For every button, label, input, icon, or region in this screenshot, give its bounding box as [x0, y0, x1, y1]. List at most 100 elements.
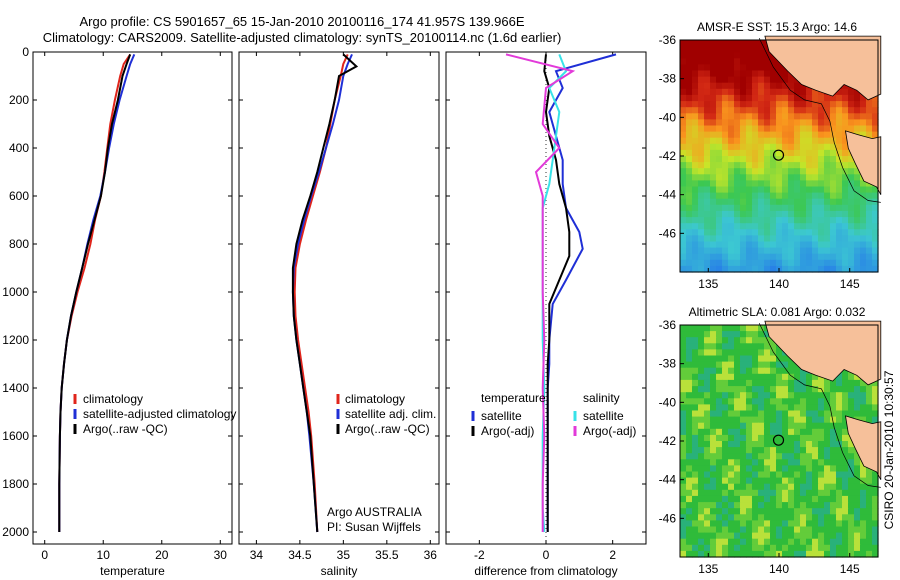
- sst-map-cell: [710, 253, 717, 261]
- sst-map-cell: [860, 107, 867, 114]
- sla-map-cell: [746, 514, 753, 521]
- sla-map-cell: [824, 416, 831, 424]
- sla-map-cell: [812, 404, 819, 412]
- sst-map-cell: [734, 180, 741, 188]
- sst-map-cell: [740, 204, 747, 212]
- sla-map-cell: [824, 544, 831, 552]
- sst-map-cell: [794, 253, 801, 261]
- sst-map-cell: [716, 40, 723, 47]
- sst-map-cell: [698, 174, 705, 181]
- sst-map-cell: [764, 94, 771, 102]
- sst-map-cell: [740, 217, 747, 224]
- sst-map-cell: [716, 94, 723, 102]
- sla-map-cell: [758, 489, 765, 497]
- sla-map-cell: [770, 361, 777, 369]
- sst-map-cell: [848, 235, 855, 243]
- sst-map-cell: [722, 204, 729, 212]
- sst-map-cell: [818, 217, 825, 224]
- sla-map-cell: [728, 489, 735, 497]
- sla-map-cell: [848, 477, 855, 485]
- sla-map-cell: [806, 508, 813, 515]
- sla-map-cell: [692, 459, 699, 466]
- sla-map-cell: [764, 514, 771, 521]
- sla-map-cell: [680, 367, 687, 375]
- sla-map-cell: [782, 459, 789, 466]
- sst-map-cell: [692, 137, 699, 145]
- sst-map-cell: [710, 247, 717, 255]
- sla-map-cell: [764, 422, 771, 430]
- sla-map-cell: [830, 416, 837, 424]
- sst-map-cell: [788, 223, 795, 230]
- sst-map-cell: [806, 223, 813, 230]
- sla-map-cell: [710, 325, 717, 332]
- sst-map-cell: [812, 174, 819, 181]
- sla-map-cell: [794, 477, 801, 485]
- sla-map-cell: [842, 514, 849, 521]
- sst-map-cell: [686, 204, 693, 212]
- sst-map-cell: [716, 76, 723, 84]
- sst-map-cell: [710, 52, 717, 59]
- sst-map-cell: [752, 149, 759, 157]
- sla-map-cell: [764, 355, 771, 363]
- sst-map-cell: [800, 229, 807, 236]
- sst-map-cell: [800, 174, 807, 181]
- sst-map-cell: [680, 58, 687, 65]
- sst-map-cell: [782, 76, 789, 84]
- sla-map-cell: [830, 532, 837, 540]
- sst-map-cell: [722, 119, 729, 127]
- sla-map-cell: [824, 453, 831, 460]
- sla-map-cell: [746, 355, 753, 363]
- sla-map-cell: [788, 422, 795, 430]
- sst-map-cell: [776, 174, 783, 181]
- sla-map-cell: [728, 538, 735, 546]
- sla-map-cell: [716, 465, 723, 473]
- sla-map-cell: [692, 495, 699, 503]
- sst-map-cell: [776, 186, 783, 194]
- sst-map-cell: [734, 113, 741, 120]
- sst-map-cell: [728, 186, 735, 194]
- sst-map-cell: [782, 217, 789, 224]
- sla-map-cell: [716, 343, 723, 350]
- sst-map-cell: [704, 107, 711, 114]
- sla-map-cell: [698, 349, 705, 357]
- sst-map-cell: [710, 125, 717, 133]
- sla-map-shelf-contour: [758, 322, 881, 488]
- sla-map-cell: [752, 361, 759, 369]
- sst-map-cell: [842, 113, 849, 120]
- sst-map-cell: [698, 94, 705, 102]
- sst-map-cell: [824, 192, 831, 200]
- sst-map-cell: [770, 186, 777, 194]
- sla-map-cell: [842, 502, 849, 509]
- sla-map-cell: [722, 349, 729, 357]
- sst-map-cell: [752, 101, 759, 108]
- sla-map-cell: [752, 532, 759, 540]
- sla-map-cell: [824, 410, 831, 418]
- sst-map-cell: [752, 137, 759, 145]
- sst-map-cell: [740, 113, 747, 120]
- sla-map-cell: [830, 404, 837, 412]
- sst-map-cell: [704, 88, 711, 96]
- sla-map-cell: [716, 538, 723, 546]
- sst-map-cell: [716, 241, 723, 249]
- sla-map-cell: [692, 398, 699, 405]
- sla-map-cell: [836, 404, 843, 412]
- sla-map-cell: [728, 349, 735, 357]
- difference-xtick-label: 0: [543, 548, 550, 562]
- sst-map-cell: [836, 235, 843, 243]
- sst-map-cell: [728, 265, 735, 273]
- sla-map-cell: [722, 520, 729, 528]
- sla-map-cell: [842, 428, 849, 436]
- sla-map-cell: [794, 483, 801, 491]
- sst-map-cell: [698, 64, 705, 72]
- sst-map-cell: [872, 125, 879, 133]
- sla-map-cell: [692, 508, 699, 515]
- sla-map-cell: [800, 483, 807, 491]
- sla-map-cell: [770, 416, 777, 424]
- sla-map-cell: [806, 495, 813, 503]
- sla-map-cell: [710, 392, 717, 399]
- sla-map-cell: [764, 465, 771, 473]
- sst-map-cell: [782, 94, 789, 102]
- sla-map-cell: [758, 447, 765, 454]
- sla-map-cell: [716, 495, 723, 503]
- sla-map-cell: [758, 544, 765, 552]
